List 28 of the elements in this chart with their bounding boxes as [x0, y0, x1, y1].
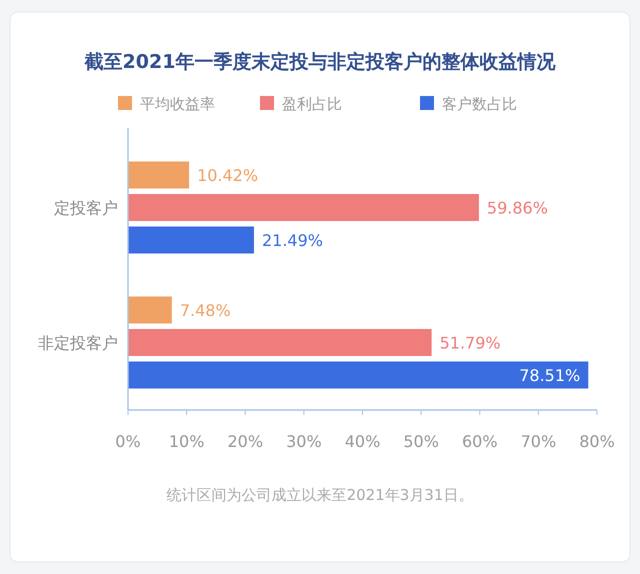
x-tick-label: 20% [227, 432, 264, 451]
bar [128, 362, 588, 388]
bar [128, 296, 172, 324]
x-tick-label: 60% [462, 432, 498, 451]
y-tick-label: 非定投客户 [38, 334, 118, 352]
x-tick-label: 70% [520, 432, 556, 451]
data-label: 10.42% [197, 166, 258, 185]
legend-label: 盈利占比 [282, 95, 342, 113]
data-label: 59.86% [486, 198, 548, 218]
data-label: 7.48% [180, 301, 231, 320]
text: 统计区间为公司成立以来至2021年3月31日。 [166, 486, 474, 504]
bar [128, 194, 479, 221]
data-label: 78.51% [519, 366, 580, 385]
x-tick-label: 30% [286, 432, 322, 451]
chart-title: 截至2021年一季度末定投与非定投客户的整体收益情况 [84, 51, 556, 73]
bar [128, 226, 254, 254]
bar [128, 162, 190, 188]
x-tick-label: 40% [344, 432, 380, 451]
x-tick-label: 0% [115, 432, 141, 451]
legend-label: 客户数占比 [442, 95, 517, 113]
bar [128, 329, 432, 356]
data-label: 51.79% [440, 334, 501, 352]
x-tick-label: 80% [579, 432, 615, 451]
y-tick-label: 定投客户 [54, 198, 118, 218]
legend-label: 平均收益率 [140, 95, 215, 113]
x-tick-label: 50% [403, 432, 439, 451]
x-tick-label: 10% [168, 432, 204, 451]
data-label: 21.49% [262, 231, 323, 250]
